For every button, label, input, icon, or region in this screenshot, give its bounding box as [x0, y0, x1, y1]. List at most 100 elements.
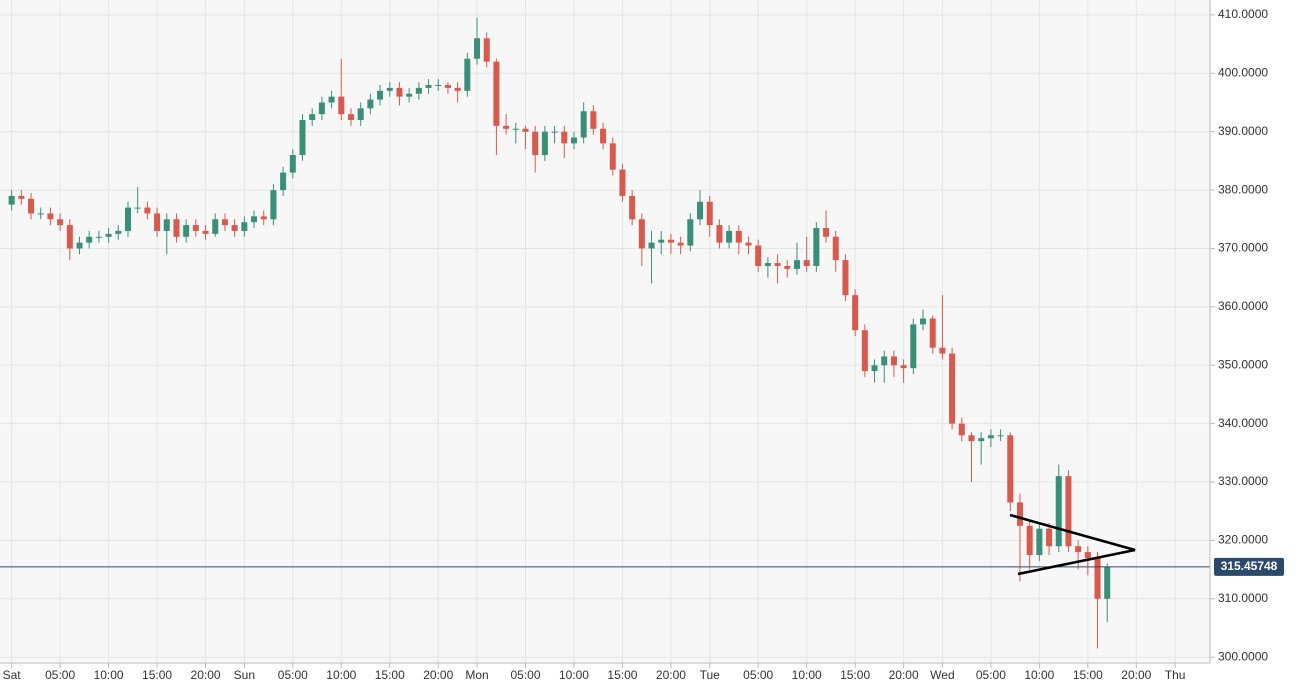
candle-body: [124, 207, 131, 231]
candle-body: [1055, 476, 1062, 547]
candle-body: [8, 195, 15, 205]
candle-body: [881, 356, 888, 366]
candle-body: [1075, 546, 1082, 553]
x-tick-label: Tue: [700, 668, 721, 682]
candle-body: [425, 84, 432, 88]
candle-body: [183, 225, 190, 237]
x-tick-label: 20:00: [191, 668, 221, 682]
candle-body: [978, 438, 985, 442]
candle-body: [115, 230, 122, 234]
candle-body: [444, 84, 451, 88]
candle-body: [163, 219, 170, 231]
candle-body: [890, 356, 897, 366]
candle-body: [367, 99, 374, 109]
x-tick-label: 20:00: [423, 668, 453, 682]
candle-body: [357, 108, 364, 121]
candle-body: [735, 230, 742, 243]
candle-body: [842, 260, 849, 296]
candle-body: [474, 38, 481, 59]
x-tick-label: Mon: [465, 668, 488, 682]
candle-body: [764, 263, 771, 266]
x-tick-label: 15:00: [375, 668, 405, 682]
candle-body: [949, 353, 956, 424]
x-tick-label: 20:00: [889, 668, 919, 682]
candle-body: [309, 114, 316, 121]
candle-body: [793, 260, 800, 269]
candle-body: [1026, 525, 1033, 555]
candle-body: [997, 435, 1004, 437]
candle-body: [231, 225, 238, 231]
y-tick-label: 380.0000: [1218, 182, 1268, 196]
x-tick-label: 15:00: [142, 668, 172, 682]
candle-body: [813, 228, 820, 266]
x-tick-label: Sun: [234, 668, 255, 682]
candle-body: [241, 222, 248, 231]
candle-body: [76, 242, 83, 249]
candle-body: [609, 143, 616, 170]
candle-body: [37, 213, 44, 215]
candle-body: [512, 128, 519, 130]
x-tick-label: 10:00: [559, 668, 589, 682]
candle-body: [1036, 528, 1043, 555]
candle-body: [192, 225, 199, 231]
candle-body: [1007, 435, 1014, 503]
candle-body: [929, 318, 936, 348]
candle-body: [638, 219, 645, 249]
candle-body: [1094, 557, 1101, 599]
triangle-drawing: [1009, 513, 1136, 576]
candle-body: [580, 111, 587, 138]
candle-body: [154, 213, 161, 231]
candle-body: [532, 131, 539, 156]
candles: [0, 17, 1210, 649]
candle-body: [755, 245, 762, 266]
y-tick-label: 400.0000: [1218, 65, 1268, 79]
x-tick-label: 05:00: [743, 668, 773, 682]
y-tick-label: 390.0000: [1218, 124, 1268, 138]
x-tick-label: 05:00: [976, 668, 1006, 682]
candle-body: [221, 219, 228, 226]
candle-body: [619, 169, 626, 196]
candle-body: [1016, 502, 1023, 526]
candle-body: [377, 90, 384, 100]
y-tick-label: 370.0000: [1218, 241, 1268, 255]
candle-body: [716, 225, 723, 243]
candle-body: [832, 236, 839, 261]
candle-body: [483, 38, 490, 62]
y-tick-label: 320.0000: [1218, 533, 1268, 547]
x-tick-label: Thu: [1165, 668, 1186, 682]
candle-body: [861, 330, 868, 372]
x-tick-label: Wed: [930, 668, 954, 682]
candle-body: [852, 295, 859, 331]
candle-body: [338, 96, 345, 115]
candle-body: [541, 131, 548, 156]
x-tick-label: 15:00: [607, 668, 637, 682]
candle-body: [212, 219, 219, 234]
candle-body: [66, 225, 73, 249]
candle-body: [18, 195, 25, 199]
candle-body: [958, 423, 965, 436]
candle-body: [784, 265, 791, 269]
candle-body: [57, 219, 64, 226]
candle-body: [289, 155, 296, 173]
y-tick-label: 360.0000: [1218, 299, 1268, 313]
candle-body: [1046, 528, 1053, 547]
y-tick-label: 350.0000: [1218, 357, 1268, 371]
candle-body: [968, 435, 975, 442]
candle-body: [667, 239, 674, 243]
x-tick-label: 05:00: [510, 668, 540, 682]
x-tick-label: 15:00: [840, 668, 870, 682]
candle-body: [464, 58, 471, 91]
candle-body: [251, 216, 258, 223]
candle-body: [629, 195, 636, 220]
candle-body: [939, 347, 946, 354]
candle-body: [86, 236, 93, 243]
candle-body: [871, 365, 878, 372]
candle-body: [803, 260, 810, 266]
candle-body: [910, 324, 917, 369]
candle-body: [1065, 476, 1072, 547]
candle-body: [551, 131, 558, 133]
y-tick-label: 410.0000: [1218, 7, 1268, 21]
candle-body: [493, 61, 500, 126]
y-tick-label: 310.0000: [1218, 591, 1268, 605]
